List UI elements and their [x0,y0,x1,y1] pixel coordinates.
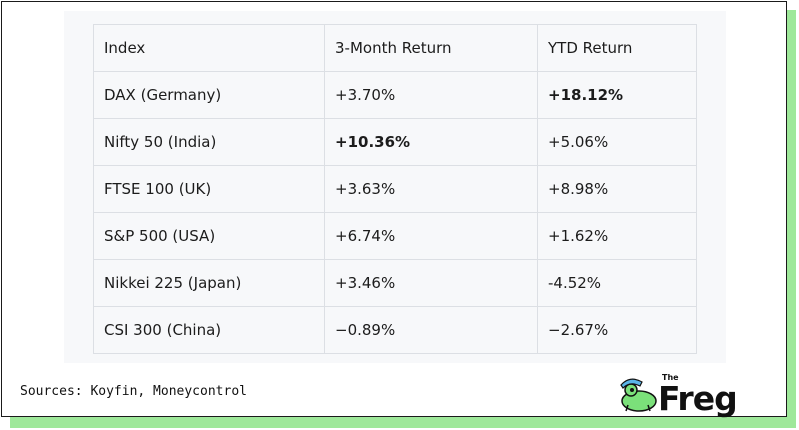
cell-3-month: +3.46% [324,259,538,307]
card: Index 3-Month Return YTD Return DAX (Ger… [1,1,787,418]
frog-mascot-icon [620,378,657,412]
cell-index: Nikkei 225 (Japan) [93,259,325,307]
cell-ytd: +1.62% [537,212,697,260]
cell-index: DAX (Germany) [93,71,325,119]
header-3-month-return: 3-Month Return [324,24,538,72]
cell-3-month: +3.70% [324,71,538,119]
freg-logo: The Freg [618,373,760,418]
table-header-row: Index 3-Month Return YTD Return [93,24,697,72]
table-row: DAX (Germany) +3.70% +18.12% [93,71,697,119]
cell-ytd: −2.67% [537,306,697,354]
header-ytd-return: YTD Return [537,24,697,72]
table-row: S&P 500 (USA) +6.74% +1.62% [93,212,697,260]
cell-3-month: +3.63% [324,165,538,213]
cell-ytd: -4.52% [537,259,697,307]
logo-name-text: Freg [658,379,738,418]
returns-table: Index 3-Month Return YTD Return DAX (Ger… [93,24,697,354]
table-row: Nikkei 225 (Japan) +3.46% -4.52% [93,259,697,307]
cell-index: FTSE 100 (UK) [93,165,325,213]
header-index: Index [93,24,325,72]
cell-3-month: −0.89% [324,306,538,354]
cell-ytd: +5.06% [537,118,697,166]
cell-index: S&P 500 (USA) [93,212,325,260]
cell-ytd: +18.12% [537,71,697,119]
cell-3-month: +6.74% [324,212,538,260]
sources-note: Sources: Koyfin, Moneycontrol [20,384,247,399]
table-row: FTSE 100 (UK) +3.63% +8.98% [93,165,697,213]
table-row: CSI 300 (China) −0.89% −2.67% [93,306,697,354]
cell-3-month: +10.36% [324,118,538,166]
cell-index: CSI 300 (China) [93,306,325,354]
logo-the-text: The [662,373,679,382]
cell-ytd: +8.98% [537,165,697,213]
table-panel: Index 3-Month Return YTD Return DAX (Ger… [64,11,726,363]
table-row: Nifty 50 (India) +10.36% +5.06% [93,118,697,166]
cell-index: Nifty 50 (India) [93,118,325,166]
